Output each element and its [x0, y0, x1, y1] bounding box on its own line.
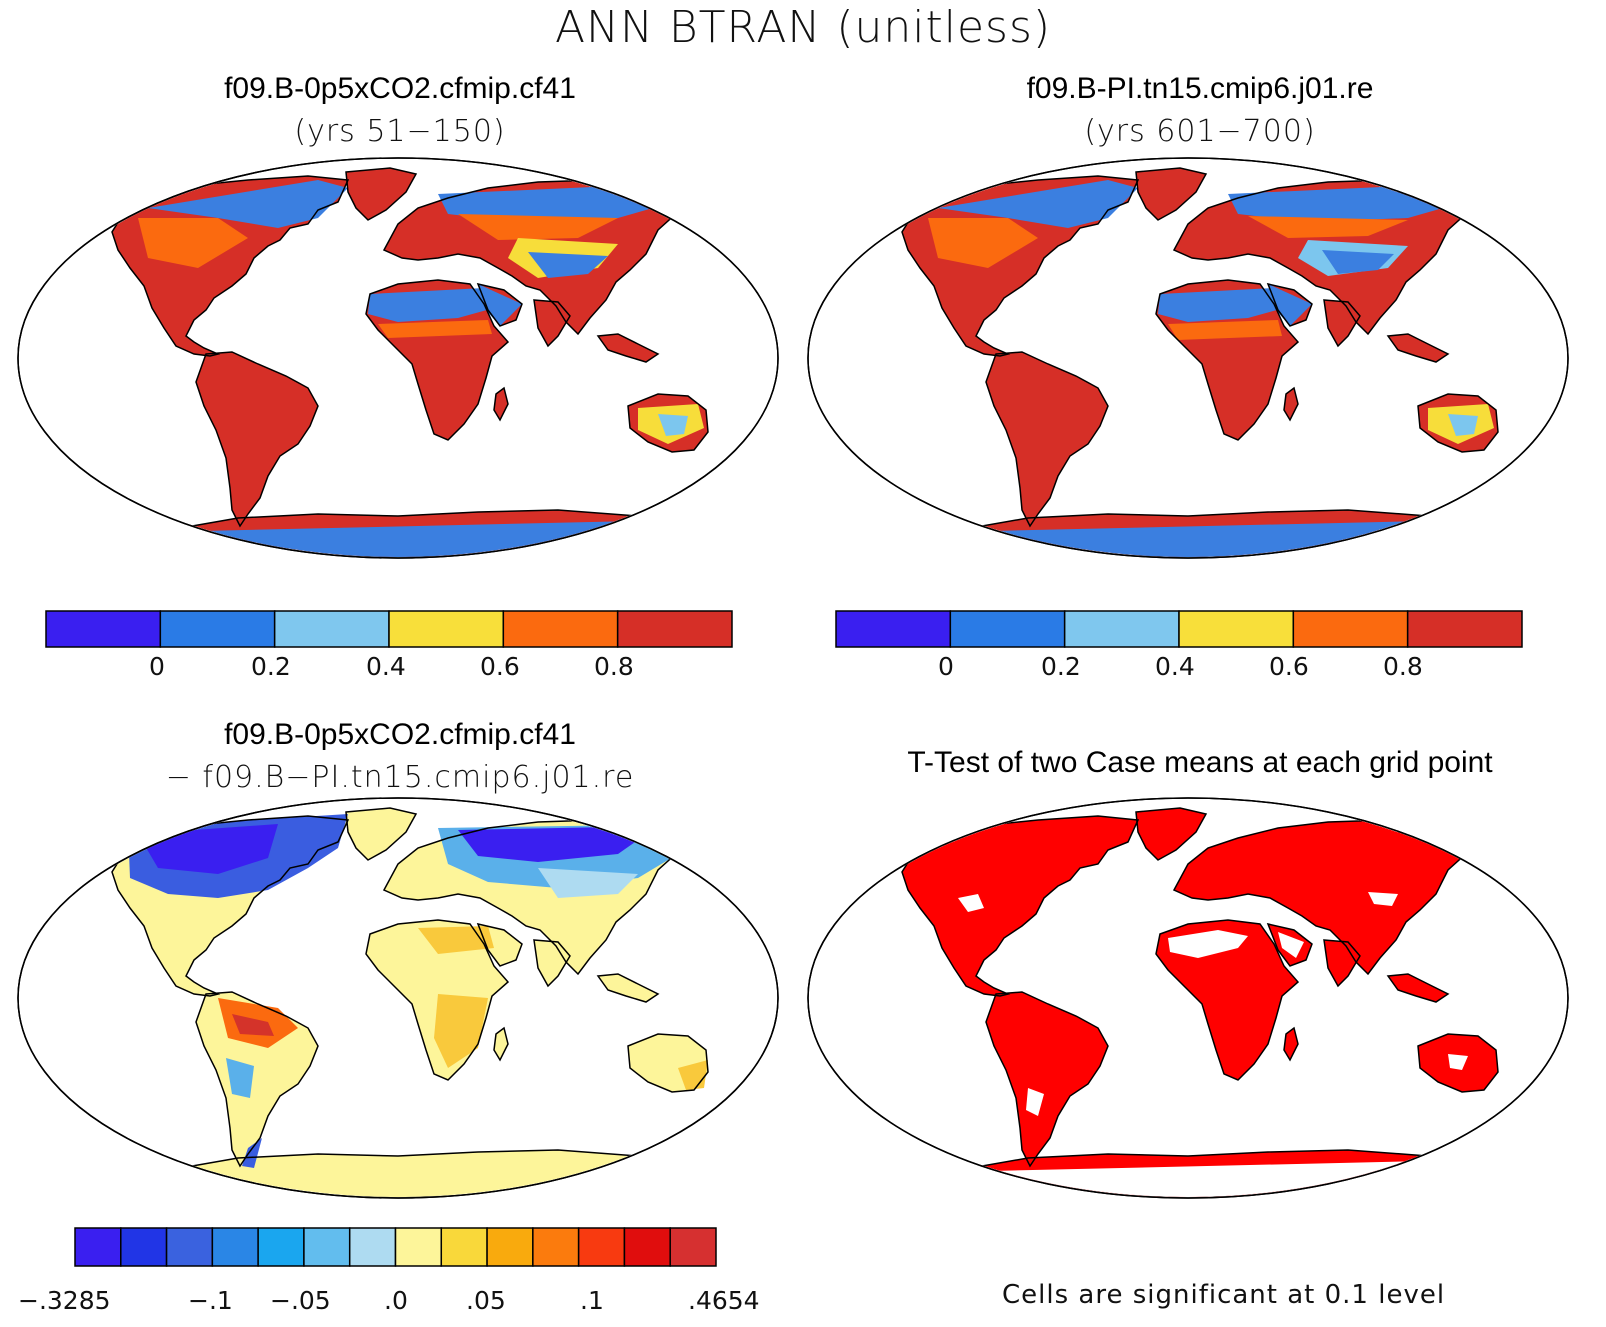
colorbar3-swatch-0 [74, 1227, 122, 1267]
panel2-map [807, 157, 1569, 559]
colorbar3-swatch-7 [394, 1227, 443, 1267]
colorbar1-label-2: 0.4 [366, 652, 406, 681]
colorbar3-label-2: −.05 [270, 1286, 331, 1315]
colorbar3-swatch-8 [440, 1227, 488, 1267]
colorbar-panel1 [45, 610, 733, 648]
colorbar1-swatch-0 [45, 610, 162, 648]
colorbar2-swatch-5 [1406, 610, 1523, 648]
colorbar3-swatch-12 [623, 1227, 671, 1267]
colorbar1-label-0: 0 [149, 652, 165, 681]
colorbar2-swatch-1 [949, 610, 1066, 648]
colorbar1-swatch-1 [159, 610, 276, 648]
colorbar3-swatch-2 [165, 1227, 214, 1267]
colorbar2-swatch-3 [1178, 610, 1295, 648]
panel4-title: T-Test of two Case means at each grid po… [907, 746, 1493, 779]
colorbar2-label-3: 0.6 [1269, 652, 1309, 681]
colorbar2-label-2: 0.4 [1155, 652, 1195, 681]
colorbar1-label-3: 0.6 [480, 652, 520, 681]
colorbar3-swatch-6 [348, 1227, 397, 1267]
colorbar3-swatch-11 [577, 1227, 626, 1267]
panel1-map [17, 157, 779, 559]
panel3-title: f09.B-0p5xCO2.cfmip.cf41 [224, 718, 576, 751]
significance-note: Cells are significant at 0.1 level [1002, 1280, 1446, 1310]
colorbar3-label-4: .05 [466, 1286, 506, 1315]
colorbar2-swatch-4 [1292, 610, 1409, 648]
colorbar1-label-1: 0.2 [251, 652, 291, 681]
colorbar1-swatch-4 [502, 610, 619, 648]
panel1-title: f09.B-0p5xCO2.cfmip.cf41 [224, 72, 576, 105]
colorbar2-swatch-2 [1063, 610, 1180, 648]
colorbar3-swatch-3 [211, 1227, 259, 1267]
colorbar3-swatch-5 [303, 1227, 351, 1267]
colorbar3-swatch-9 [486, 1227, 534, 1267]
colorbar1-label-4: 0.8 [594, 652, 634, 681]
colorbar2-label-4: 0.8 [1383, 652, 1423, 681]
panel2-subtitle: (yrs 601−700) [1084, 114, 1316, 149]
colorbar-difference [74, 1227, 717, 1267]
colorbar3-label-1: −.1 [188, 1286, 233, 1315]
colorbar3-label-0: −.3285 [18, 1286, 111, 1315]
panel2-title: f09.B-PI.tn15.cmip6.j01.re [1026, 72, 1374, 105]
colorbar1-swatch-2 [273, 610, 390, 648]
colorbar-panel2 [835, 610, 1523, 648]
panel3-subtitle: − f09.B−PI.tn15.cmip6.j01.re [165, 760, 635, 795]
colorbar3-swatch-1 [120, 1227, 168, 1267]
figure-title: ANN BTRAN (unitless) [554, 2, 1052, 53]
colorbar1-swatch-5 [616, 610, 733, 648]
colorbar3-swatch-10 [532, 1227, 580, 1267]
colorbar3-swatch-4 [257, 1227, 305, 1267]
colorbar2-swatch-0 [835, 610, 952, 648]
colorbar3-label-3: .0 [384, 1286, 408, 1315]
colorbar2-label-1: 0.2 [1041, 652, 1081, 681]
colorbar3-swatch-13 [669, 1227, 717, 1267]
panel1-subtitle: (yrs 51−150) [294, 114, 506, 149]
colorbar1-swatch-3 [388, 610, 505, 648]
colorbar2-label-0: 0 [938, 652, 954, 681]
panel4-map [807, 797, 1569, 1199]
colorbar3-label-6: .4654 [688, 1286, 760, 1315]
panel3-map [17, 797, 779, 1199]
colorbar3-label-5: .1 [580, 1286, 604, 1315]
